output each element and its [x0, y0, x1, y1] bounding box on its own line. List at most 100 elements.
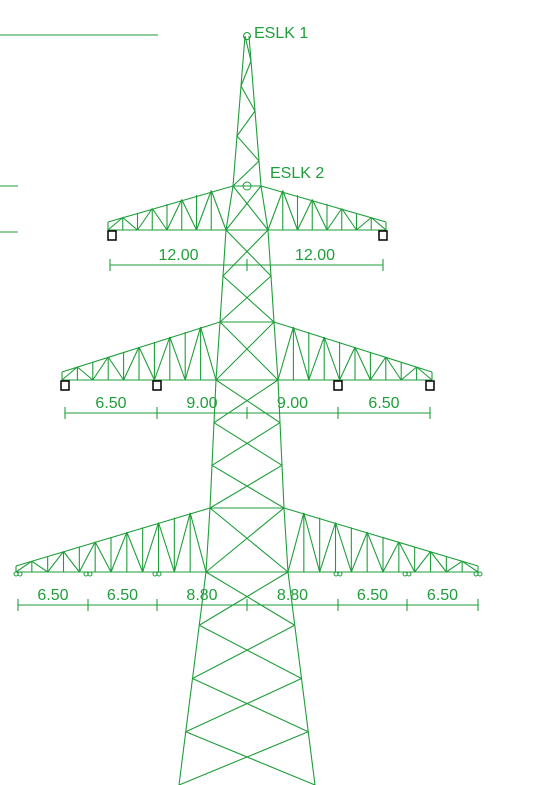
dimension-label: 12.00 [158, 247, 198, 264]
member [233, 186, 268, 230]
insulator [338, 572, 342, 576]
member [182, 200, 197, 231]
dimension-label: 6.50 [37, 587, 68, 604]
dimension-label: 6.50 [95, 395, 126, 412]
member [139, 347, 154, 380]
member [216, 380, 280, 423]
member [64, 552, 80, 573]
member [16, 508, 210, 566]
tower-lattice [0, 35, 478, 785]
member [123, 218, 138, 231]
member [210, 465, 282, 508]
member [154, 337, 169, 380]
member [274, 322, 432, 372]
member [185, 327, 200, 380]
dimension-label: 8.80 [186, 587, 217, 604]
member [16, 561, 32, 572]
insulator [14, 572, 18, 576]
member [179, 732, 308, 785]
member [199, 625, 301, 678]
dimension-label: 6.50 [427, 587, 458, 604]
page: ESLK 1 ESLK 2 12.0012.006.509.009.006.50… [0, 0, 540, 785]
member [77, 367, 92, 380]
insulator [108, 231, 116, 240]
insulator [61, 381, 69, 390]
member [211, 191, 226, 231]
member [237, 111, 255, 136]
dimension-label: 6.50 [368, 395, 399, 412]
member [159, 523, 175, 573]
member [32, 561, 48, 572]
member [206, 508, 284, 572]
insulator [407, 572, 411, 576]
dimension-label: 6.50 [357, 587, 388, 604]
member [284, 508, 478, 566]
node-label: ESLK 2 [270, 165, 324, 182]
dimension-label: 12.00 [295, 247, 335, 264]
member [446, 561, 462, 572]
member [190, 513, 206, 572]
member [214, 423, 282, 466]
member [351, 532, 367, 572]
member [288, 513, 304, 572]
member [401, 367, 416, 380]
insulator [153, 381, 161, 390]
tower-drawing: ESLK 1 ESLK 2 12.0012.006.509.009.006.50… [0, 0, 540, 785]
member [186, 679, 302, 732]
member [370, 357, 385, 380]
insulator [334, 572, 338, 576]
member [383, 542, 399, 572]
member [336, 523, 352, 573]
member [220, 276, 271, 322]
member [462, 561, 478, 572]
member [193, 679, 309, 732]
member [278, 327, 293, 380]
member [62, 367, 77, 380]
member [214, 380, 278, 423]
member [223, 276, 274, 322]
member [357, 218, 372, 231]
member [226, 186, 261, 230]
member [320, 523, 336, 573]
insulator [88, 572, 92, 576]
member [415, 552, 431, 573]
member [386, 357, 401, 380]
member [324, 337, 339, 380]
member [186, 732, 315, 785]
member [226, 230, 271, 276]
member [201, 327, 216, 380]
insulator [18, 572, 22, 576]
member [62, 322, 220, 372]
member [93, 357, 108, 380]
member [293, 327, 308, 380]
insulator [379, 231, 387, 240]
member [268, 191, 283, 231]
insulator [478, 572, 482, 576]
member [298, 200, 313, 231]
member [210, 508, 288, 572]
node-label: ESLK 1 [254, 25, 308, 42]
member [108, 357, 123, 380]
member [111, 532, 127, 572]
member [174, 513, 190, 572]
member [127, 532, 143, 572]
member [143, 523, 159, 573]
member [261, 186, 386, 222]
member [212, 465, 284, 508]
member [152, 209, 167, 231]
member [223, 230, 268, 276]
member [193, 625, 295, 678]
insulator [84, 572, 88, 576]
member [108, 186, 233, 222]
dimension-label: 6.50 [107, 587, 138, 604]
member [309, 337, 324, 380]
member [327, 209, 342, 231]
dimension-label: 8.80 [277, 587, 308, 604]
insulator [157, 572, 161, 576]
insulator [334, 381, 342, 390]
member [304, 513, 320, 572]
member [216, 322, 274, 380]
member [417, 367, 432, 380]
member [237, 136, 259, 161]
member [340, 347, 355, 380]
